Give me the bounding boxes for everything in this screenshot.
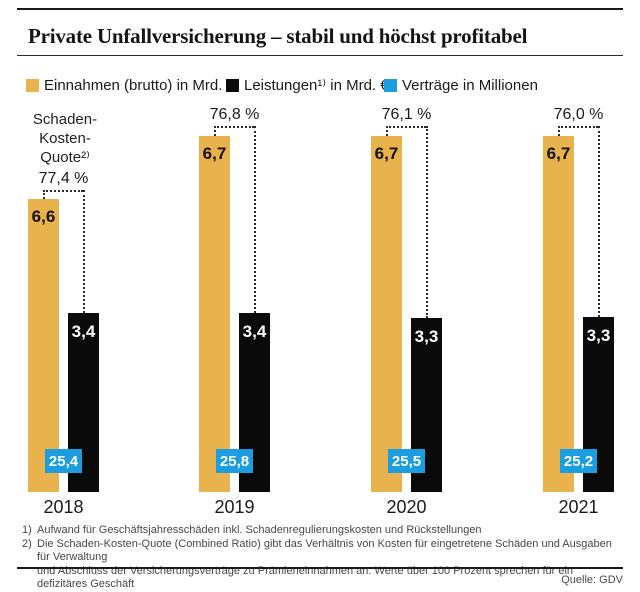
legend-swatch-gold — [26, 78, 39, 92]
year-label: 2019 — [214, 497, 255, 517]
footnote-marker: 2) — [22, 537, 32, 550]
bracket-line — [214, 126, 254, 128]
bar-value: 3,4 — [242, 322, 267, 341]
bracket-line — [43, 190, 45, 199]
bracket-line — [558, 126, 598, 128]
footnote-marker: 1) — [22, 524, 32, 536]
bar-group-2019: 76,8 % 6,7 3,4 25,8 2019 — [199, 0, 270, 520]
bar-value: 3,3 — [586, 326, 611, 345]
bottom-rule — [17, 567, 623, 569]
source-credit: Quelle: GDV — [561, 574, 623, 586]
bar-value: 3,4 — [71, 322, 96, 341]
bar-einnahmen: 6,6 — [28, 199, 59, 492]
footnote-2: 2) Die Schaden-Kosten-Quote (Combined Ra… — [22, 538, 617, 592]
bracket-line — [83, 190, 85, 313]
bar-value: 6,7 — [374, 144, 399, 163]
bar-group-2020: 76,1 % 6,7 3,3 25,5 2020 — [371, 0, 442, 520]
footnote-text: Die Schaden-Kosten-Quote (Combined Ratio… — [37, 537, 612, 591]
bar-einnahmen: 6,7 — [199, 136, 230, 492]
bracket-line — [386, 126, 426, 128]
bracket-line — [386, 126, 388, 136]
legend-item-leistungen: Leistungen¹⁾ in Mrd. € — [226, 76, 389, 94]
bracket-line — [598, 126, 600, 317]
bar-value: 3,3 — [414, 327, 439, 346]
bar-value: 6,6 — [31, 207, 56, 226]
bracket-line — [43, 190, 83, 192]
bar-value: 6,7 — [202, 144, 227, 163]
top-rule — [17, 8, 623, 10]
year-label: 2020 — [386, 497, 427, 517]
legend-item-vertraege: Verträge in Millionen — [384, 76, 538, 94]
bar-einnahmen: 6,7 — [543, 136, 574, 492]
bar-leistungen: 3,4 — [239, 313, 270, 492]
legend-label: Leistungen¹⁾ in Mrd. € — [244, 77, 389, 94]
legend-label: Einnahmen (brutto) in Mrd. € — [44, 76, 235, 94]
quote-value: 76,8 % — [209, 106, 260, 123]
bar-group-2018: 77,4 % 6,6 3,4 25,4 2018 — [28, 0, 99, 520]
footnote-text: Aufwand für Geschäftsjahresschäden inkl.… — [37, 524, 482, 536]
legend-swatch-blue — [384, 78, 397, 92]
bracket-line — [558, 126, 560, 136]
vertraege-badge: 25,2 — [560, 449, 597, 473]
footnote-1: 1) Aufwand für Geschäftsjahresschäden in… — [22, 524, 617, 538]
bar-value: 6,7 — [546, 144, 571, 163]
vertraege-badge: 25,8 — [216, 449, 253, 473]
vertraege-badge: 25,5 — [388, 449, 425, 473]
page-title: Private Unfallversicherung – stabil und … — [28, 24, 528, 48]
quote-value: 77,4 % — [38, 170, 89, 187]
quote-value: 76,1 % — [381, 106, 432, 123]
bar-group-2021: 76,0 % 6,7 3,3 25,2 2021 — [543, 0, 614, 520]
bracket-line — [214, 126, 216, 136]
footnotes: 1) Aufwand für Geschäftsjahresschäden in… — [22, 524, 617, 592]
legend-label: Verträge in Millionen — [402, 76, 538, 94]
schaden-kosten-quote-label: Schaden- Kosten- Quote²⁾ — [32, 111, 98, 166]
legend-item-einnahmen: Einnahmen (brutto) in Mrd. € — [26, 76, 235, 94]
bracket-line — [254, 126, 256, 313]
bar-einnahmen: 6,7 — [371, 136, 402, 492]
bracket-line — [426, 126, 428, 318]
year-label: 2018 — [43, 497, 84, 517]
legend-swatch-black — [226, 78, 239, 92]
year-label: 2021 — [558, 497, 599, 517]
quote-value: 76,0 % — [553, 106, 604, 123]
vertraege-badge: 25,4 — [45, 449, 82, 473]
title-divider — [17, 55, 623, 56]
